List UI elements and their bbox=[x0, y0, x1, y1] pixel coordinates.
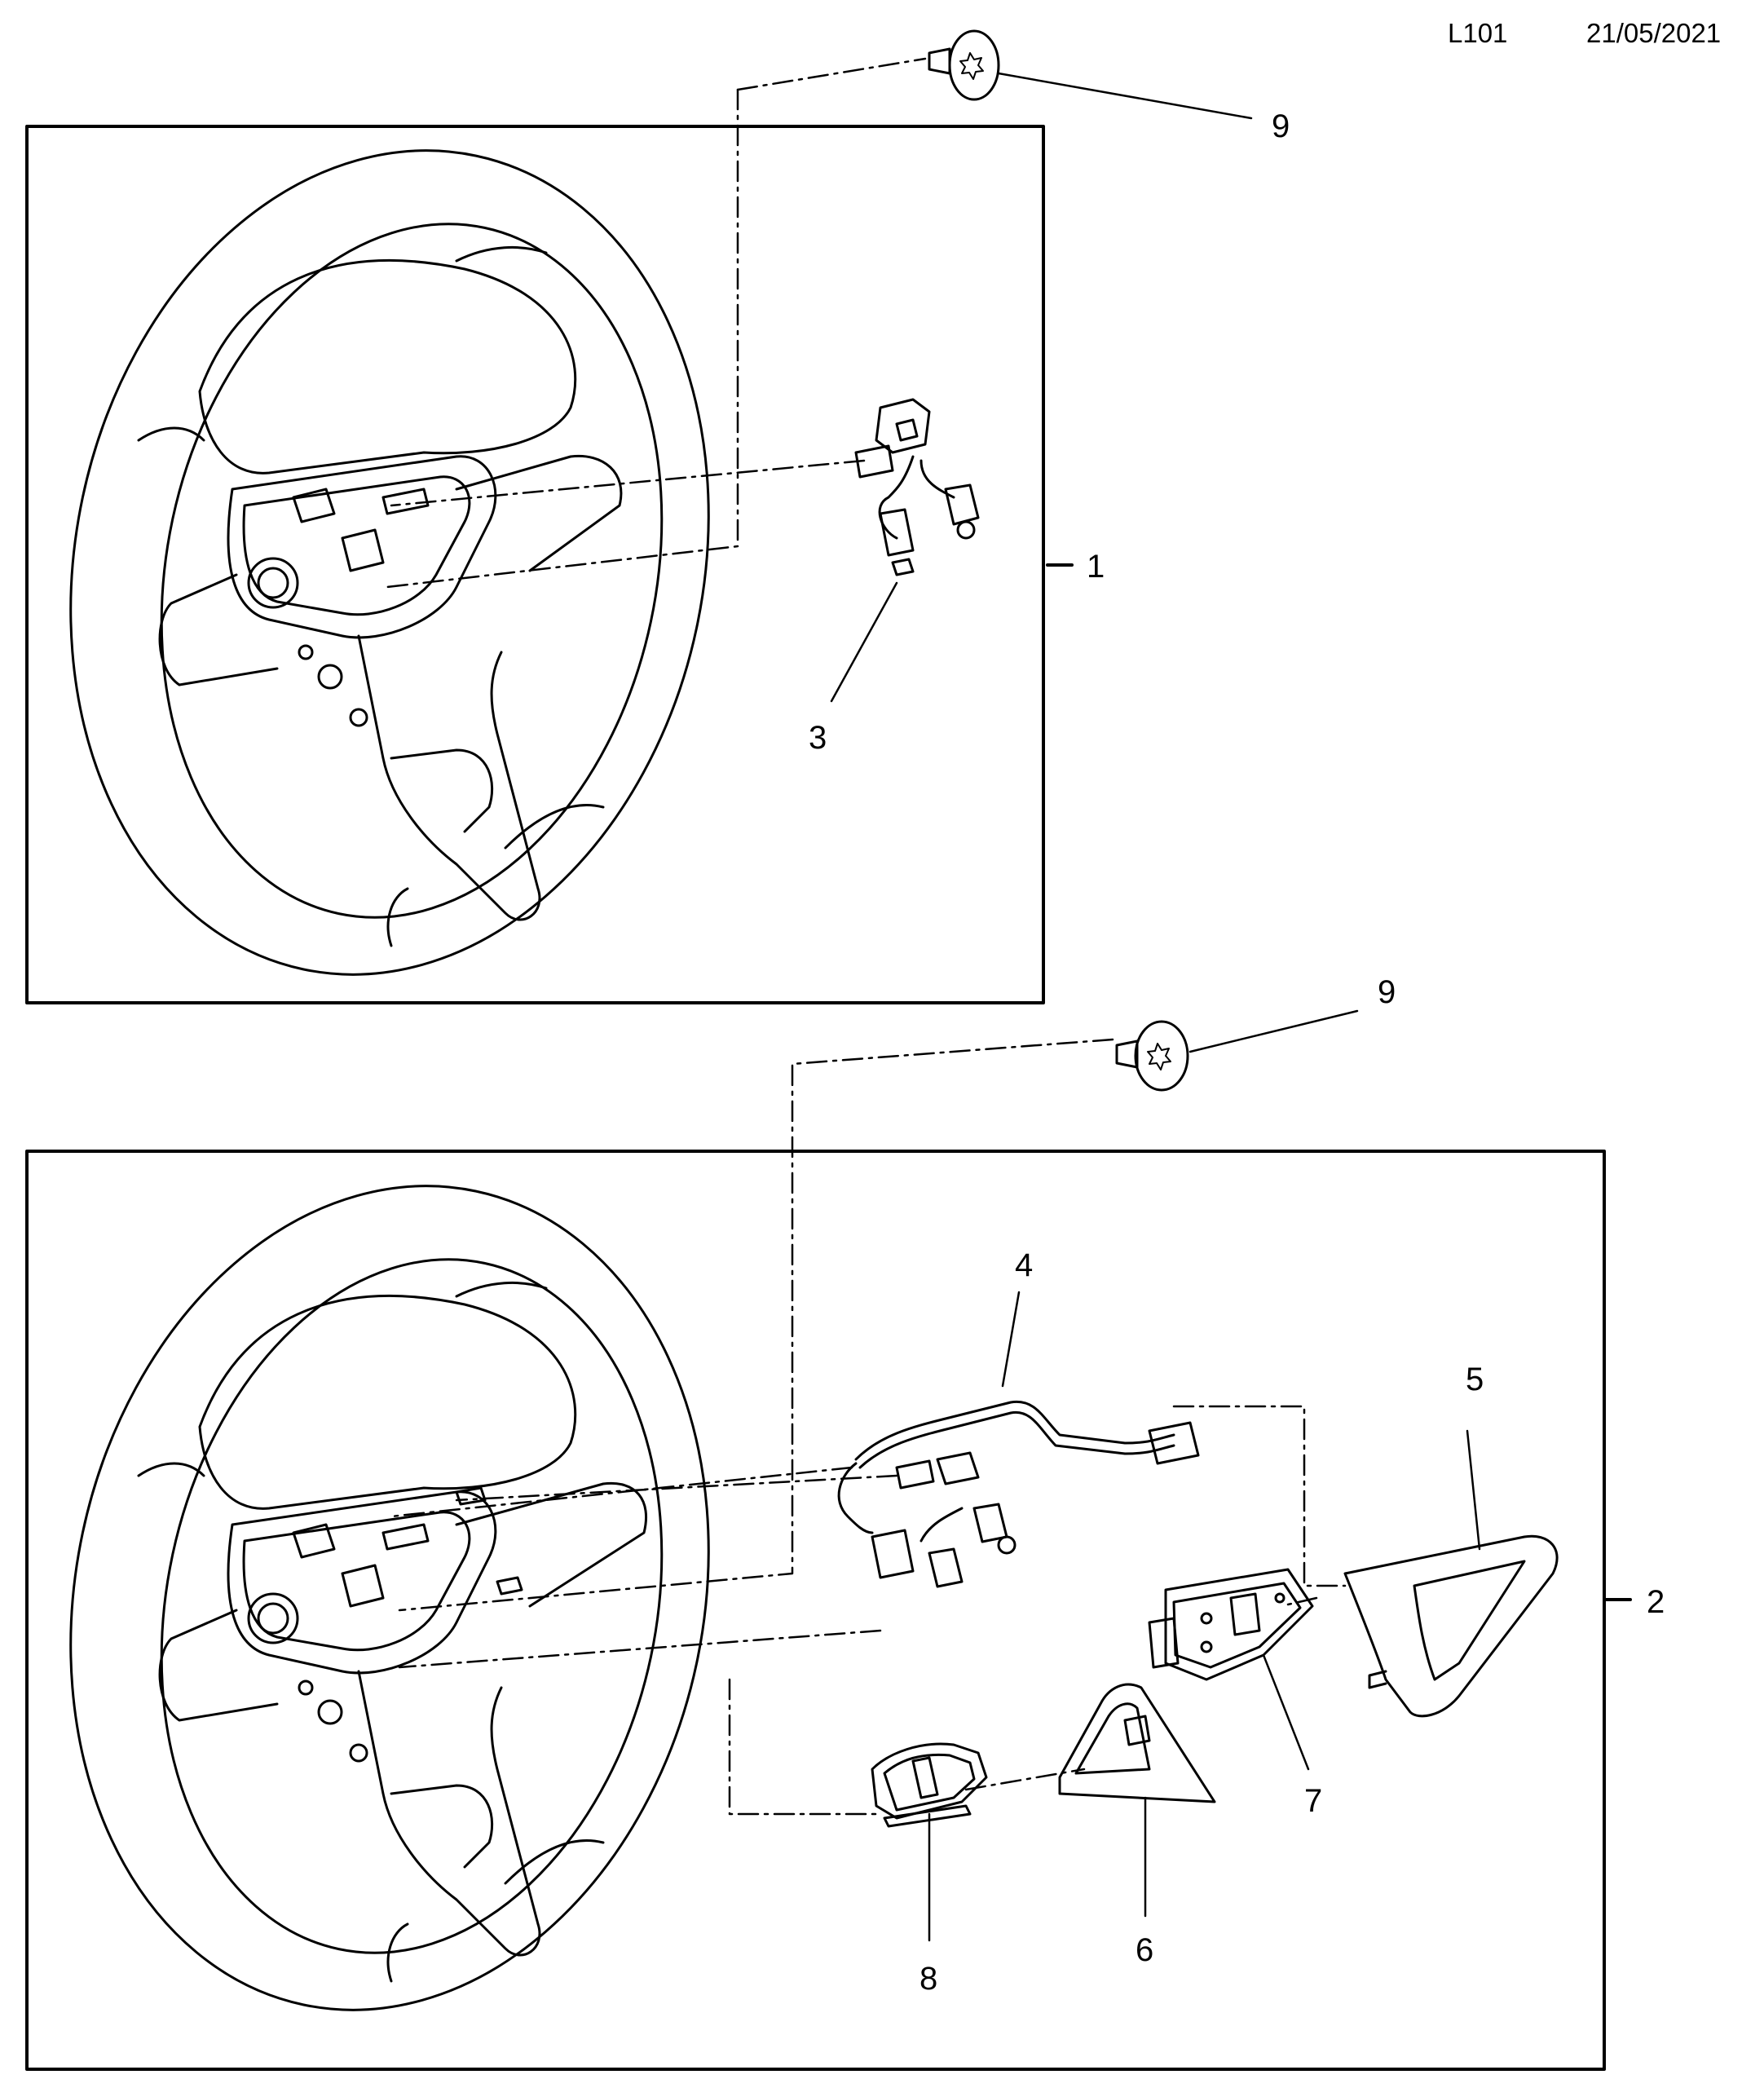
trim-cover-item-5 bbox=[1343, 1534, 1559, 1718]
callout-7: 7 bbox=[1304, 1783, 1322, 1819]
callout-9-bottom: 9 bbox=[1378, 974, 1396, 1010]
callout-2: 2 bbox=[1647, 1584, 1665, 1620]
wiring-harness-item-3 bbox=[854, 398, 980, 576]
callout-4: 4 bbox=[1015, 1247, 1033, 1283]
callout-3: 3 bbox=[809, 720, 827, 756]
callout-1: 1 bbox=[1087, 549, 1105, 585]
wiring-harness-item-4 bbox=[837, 1400, 1200, 1588]
switch-item-8 bbox=[871, 1742, 988, 1828]
callout-5: 5 bbox=[1466, 1362, 1484, 1397]
screw-item-9-top bbox=[928, 29, 1000, 101]
assembly-1-frame bbox=[25, 125, 1045, 1004]
steering-wheel-bottom bbox=[69, 1185, 710, 2011]
callout-9-top: 9 bbox=[1272, 108, 1290, 144]
page-header: L101 21/05/2021 bbox=[1435, 18, 1761, 67]
trim-cover-item-6 bbox=[1058, 1683, 1216, 1803]
callout-6: 6 bbox=[1136, 1932, 1153, 1968]
callout-8: 8 bbox=[919, 1961, 937, 1997]
diagram-date: 21/05/2021 bbox=[1586, 18, 1722, 48]
diagram-code: L101 bbox=[1448, 18, 1508, 48]
screw-item-9-bottom bbox=[1115, 1020, 1189, 1092]
switch-item-7 bbox=[1148, 1568, 1314, 1681]
assembly-2-frame bbox=[25, 1150, 1606, 2071]
steering-wheel-top bbox=[69, 149, 710, 976]
